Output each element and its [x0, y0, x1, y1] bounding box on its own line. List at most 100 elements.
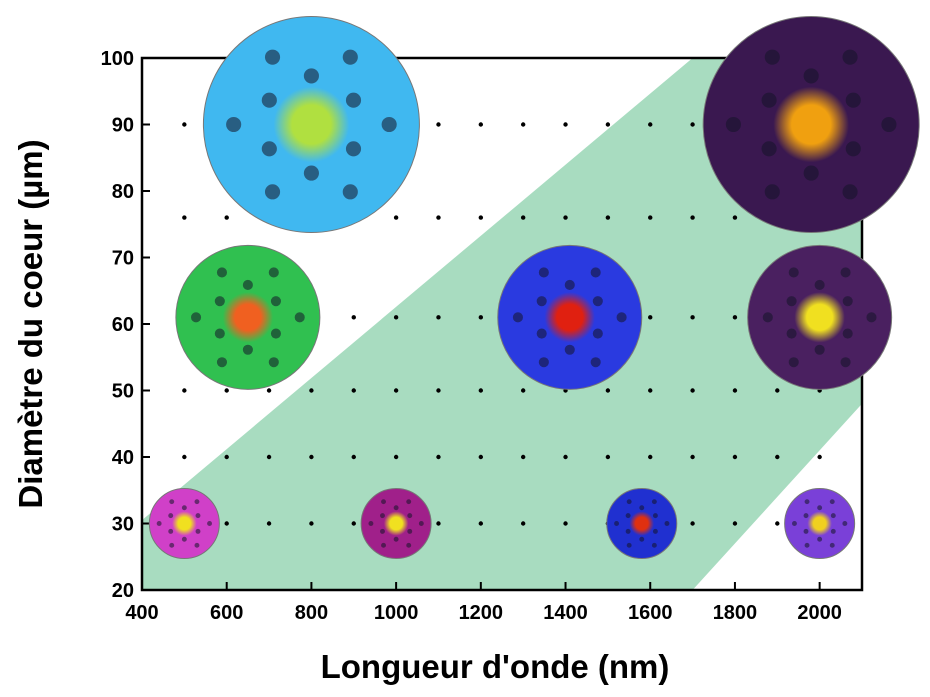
dot	[605, 122, 611, 127]
inset-hole	[381, 499, 386, 505]
dot	[520, 122, 526, 127]
inset-hole	[242, 279, 253, 290]
dot	[775, 521, 780, 526]
dot	[648, 454, 653, 460]
x-tick-label: 1200	[459, 602, 504, 624]
inset-hole	[216, 357, 228, 368]
inset-hole	[407, 528, 413, 534]
dot	[732, 388, 738, 393]
inset-hole	[195, 513, 201, 519]
dot	[690, 521, 695, 526]
dot	[182, 215, 187, 220]
inset-hole	[804, 499, 810, 505]
inset-hole	[564, 279, 575, 290]
inset-hole	[764, 184, 780, 200]
dot	[478, 454, 484, 460]
inset-hole	[342, 49, 358, 65]
mode-inset	[784, 488, 856, 559]
inset-hole	[786, 296, 797, 307]
inset-hole	[803, 513, 809, 519]
inset-hole	[406, 542, 412, 548]
dot	[393, 315, 399, 320]
x-tick-label: 1400	[543, 602, 588, 624]
dot	[224, 521, 229, 526]
dot	[436, 215, 441, 220]
inset-hole	[803, 528, 809, 534]
inset-hole	[538, 267, 549, 278]
dot	[224, 454, 229, 460]
inset-hole	[764, 49, 780, 65]
y-tick-label: 50	[112, 381, 134, 403]
inset-hole	[512, 312, 523, 323]
inset-hole	[181, 505, 187, 511]
x-tick-label: 2000	[797, 602, 842, 624]
y-tick-label: 80	[112, 181, 134, 203]
inset-hole	[590, 357, 601, 368]
dot	[520, 215, 526, 220]
inset-hole	[268, 267, 279, 278]
dot	[309, 521, 314, 526]
dot	[436, 122, 441, 127]
inset-hole	[345, 141, 362, 157]
inset-hole	[592, 328, 603, 339]
dot	[182, 122, 187, 127]
dot	[478, 122, 484, 127]
inset-hole	[261, 92, 277, 108]
inset-hole	[804, 542, 810, 548]
dot	[563, 454, 568, 460]
inset-hole	[786, 328, 797, 339]
dot	[266, 454, 272, 460]
dot	[224, 215, 229, 220]
dot	[605, 454, 611, 460]
dot	[393, 215, 399, 220]
x-tick-label: 1000	[374, 602, 419, 624]
inset-hole	[381, 542, 386, 548]
dot	[690, 215, 695, 220]
mode-inset	[175, 244, 321, 390]
inset-hole	[242, 344, 253, 355]
dot	[732, 315, 738, 320]
inset-hole	[592, 296, 603, 307]
dot	[775, 454, 780, 460]
dot	[182, 454, 187, 460]
y-tick-label: 90	[112, 115, 134, 137]
x-tick-label: 1600	[628, 602, 673, 624]
inset-hole	[639, 536, 645, 542]
dot	[224, 388, 229, 393]
dot	[393, 454, 399, 460]
inset-hole	[840, 357, 851, 368]
inset-hole	[393, 505, 399, 511]
dot	[732, 521, 738, 526]
y-tick-label: 20	[112, 580, 134, 602]
dot	[732, 215, 738, 220]
dot	[563, 215, 568, 220]
inset-hole	[651, 542, 657, 548]
inset-hole	[270, 328, 281, 339]
inset-hole	[788, 357, 799, 368]
y-tick-label: 70	[112, 248, 134, 270]
dot	[563, 521, 568, 526]
inset-hole	[345, 92, 362, 108]
dot	[351, 521, 356, 526]
inset-hole	[803, 68, 819, 84]
inset-hole	[194, 499, 200, 505]
inset-hole	[303, 165, 319, 181]
mode-inset	[148, 488, 220, 559]
inset-hole	[207, 521, 213, 526]
inset-hole	[639, 505, 645, 511]
inset-hole	[762, 312, 773, 323]
inset-hole	[829, 542, 835, 548]
mode-inset	[747, 244, 893, 390]
inset-hole	[268, 357, 279, 368]
dot	[775, 388, 780, 393]
dot	[648, 315, 653, 320]
inset-hole	[830, 513, 836, 519]
inset-hole	[842, 49, 858, 65]
inset-hole	[406, 499, 412, 505]
mode-inset	[702, 16, 920, 233]
inset-hole	[817, 505, 823, 511]
inset-hole	[830, 528, 836, 534]
inset-hole	[761, 92, 777, 108]
x-tick-label: 800	[295, 602, 328, 624]
